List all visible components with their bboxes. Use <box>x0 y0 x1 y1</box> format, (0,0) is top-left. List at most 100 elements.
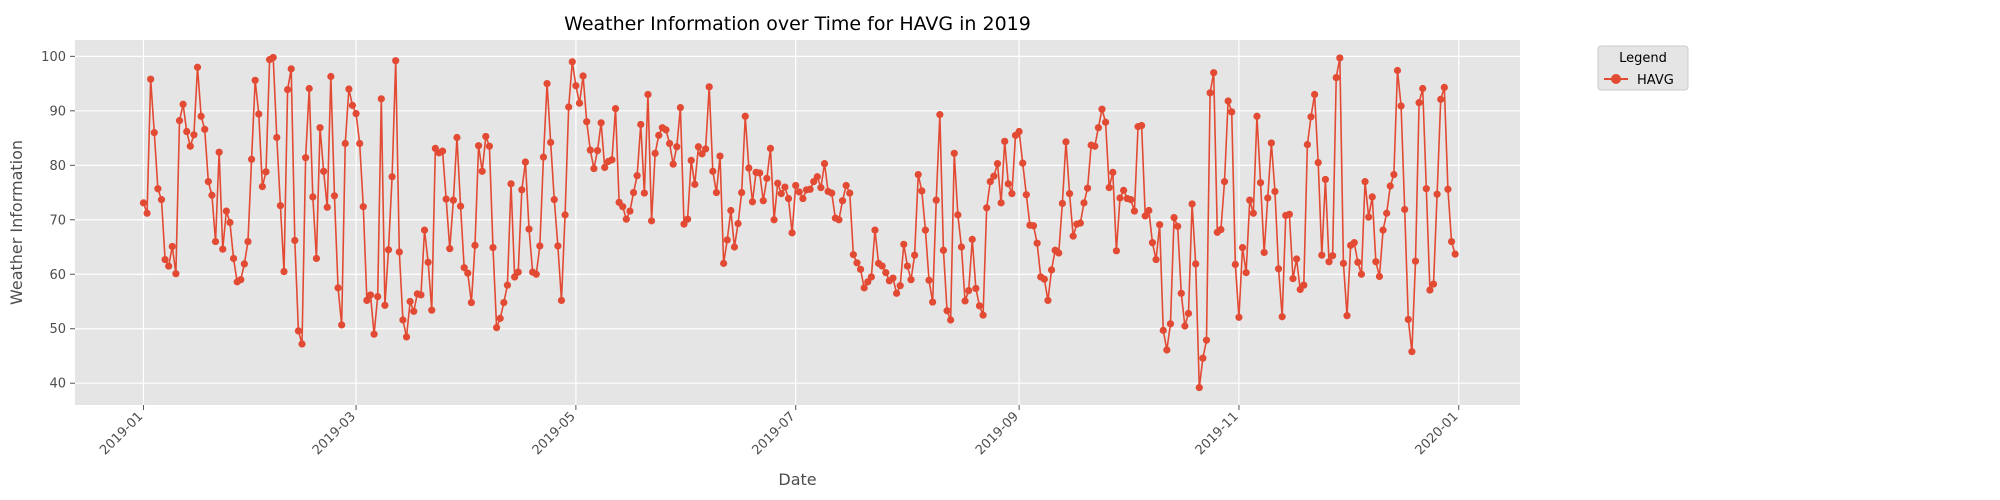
data-point <box>1365 213 1373 221</box>
data-point <box>161 255 169 264</box>
data-point <box>806 185 814 193</box>
data-point <box>1094 124 1102 132</box>
data-point <box>211 237 220 246</box>
data-point <box>983 204 991 212</box>
data-point <box>774 179 782 187</box>
data-point <box>788 229 796 237</box>
data-point <box>1105 184 1113 192</box>
data-point <box>932 196 940 204</box>
data-point <box>669 160 677 168</box>
data-point <box>525 225 533 233</box>
data-point <box>1166 320 1175 328</box>
data-point <box>1307 113 1315 121</box>
data-point <box>1047 266 1056 274</box>
data-point <box>777 190 785 198</box>
x-tick-label: 2019-09 <box>973 409 1022 458</box>
data-point <box>903 262 912 270</box>
data-point <box>1029 222 1038 230</box>
data-point <box>597 119 605 127</box>
data-point <box>1202 336 1211 344</box>
data-point <box>1199 354 1207 362</box>
data-point <box>514 268 522 276</box>
data-point <box>1300 281 1308 289</box>
data-point <box>1314 158 1322 167</box>
data-point <box>1375 272 1384 281</box>
data-point <box>442 195 450 203</box>
data-point <box>1159 326 1167 334</box>
data-point <box>1102 118 1110 126</box>
data-point <box>147 75 155 83</box>
data-point <box>503 281 512 289</box>
data-point <box>691 180 699 188</box>
data-point <box>954 211 962 219</box>
data-point <box>893 289 901 297</box>
data-point <box>1116 194 1124 202</box>
data-point <box>993 160 1002 168</box>
data-point <box>565 103 573 111</box>
data-point <box>1130 207 1139 215</box>
data-point <box>518 186 526 194</box>
data-point <box>175 117 184 125</box>
data-point <box>947 316 955 324</box>
data-point <box>453 133 461 142</box>
data-point <box>348 101 357 109</box>
x-tick-label: 2019-01 <box>97 409 146 458</box>
data-point <box>1022 191 1030 199</box>
data-point <box>622 215 630 223</box>
data-point <box>637 120 645 129</box>
data-point <box>302 154 310 162</box>
data-point <box>1404 315 1412 324</box>
data-point <box>1433 190 1441 198</box>
y-tick-label: 50 <box>49 322 66 337</box>
x-axis-title: Date <box>778 470 816 489</box>
data-point <box>1188 200 1196 208</box>
data-point <box>1329 252 1337 260</box>
data-point <box>1386 182 1394 190</box>
data-point <box>1278 313 1286 321</box>
y-tick-label: 90 <box>49 104 66 119</box>
data-point <box>222 207 230 215</box>
data-point <box>438 147 447 155</box>
data-point <box>990 172 998 180</box>
data-point <box>1210 69 1218 77</box>
legend-title: Legend <box>1619 51 1667 66</box>
data-point <box>727 206 735 215</box>
data-point <box>1246 196 1254 204</box>
data-point <box>1422 185 1430 193</box>
data-point <box>1015 127 1023 136</box>
data-point <box>449 196 457 204</box>
data-point <box>957 243 966 251</box>
data-point <box>716 152 724 160</box>
data-point <box>1292 255 1301 263</box>
data-point <box>683 215 692 223</box>
data-point <box>1267 139 1275 147</box>
data-point <box>280 267 288 276</box>
data-point <box>1383 209 1391 217</box>
data-point <box>720 259 728 267</box>
data-point <box>738 188 746 197</box>
data-point <box>507 180 515 188</box>
data-point <box>730 243 739 251</box>
data-point <box>1379 226 1387 234</box>
data-point <box>1260 248 1268 257</box>
data-point <box>1217 225 1225 234</box>
data-point <box>1325 258 1333 266</box>
data-point <box>363 296 371 304</box>
data-point <box>593 146 602 155</box>
data-point <box>676 103 684 112</box>
data-point <box>500 298 508 307</box>
data-point <box>460 264 468 272</box>
data-point <box>219 245 227 253</box>
data-point <box>262 168 270 176</box>
data-point <box>547 138 555 147</box>
data-point <box>629 188 638 197</box>
data-point <box>1408 348 1416 356</box>
data-point <box>849 251 857 259</box>
data-point <box>1080 199 1088 207</box>
data-point <box>536 242 544 250</box>
data-point <box>1339 259 1348 267</box>
data-point <box>478 167 486 175</box>
data-point <box>651 149 659 157</box>
data-point <box>1156 221 1164 229</box>
